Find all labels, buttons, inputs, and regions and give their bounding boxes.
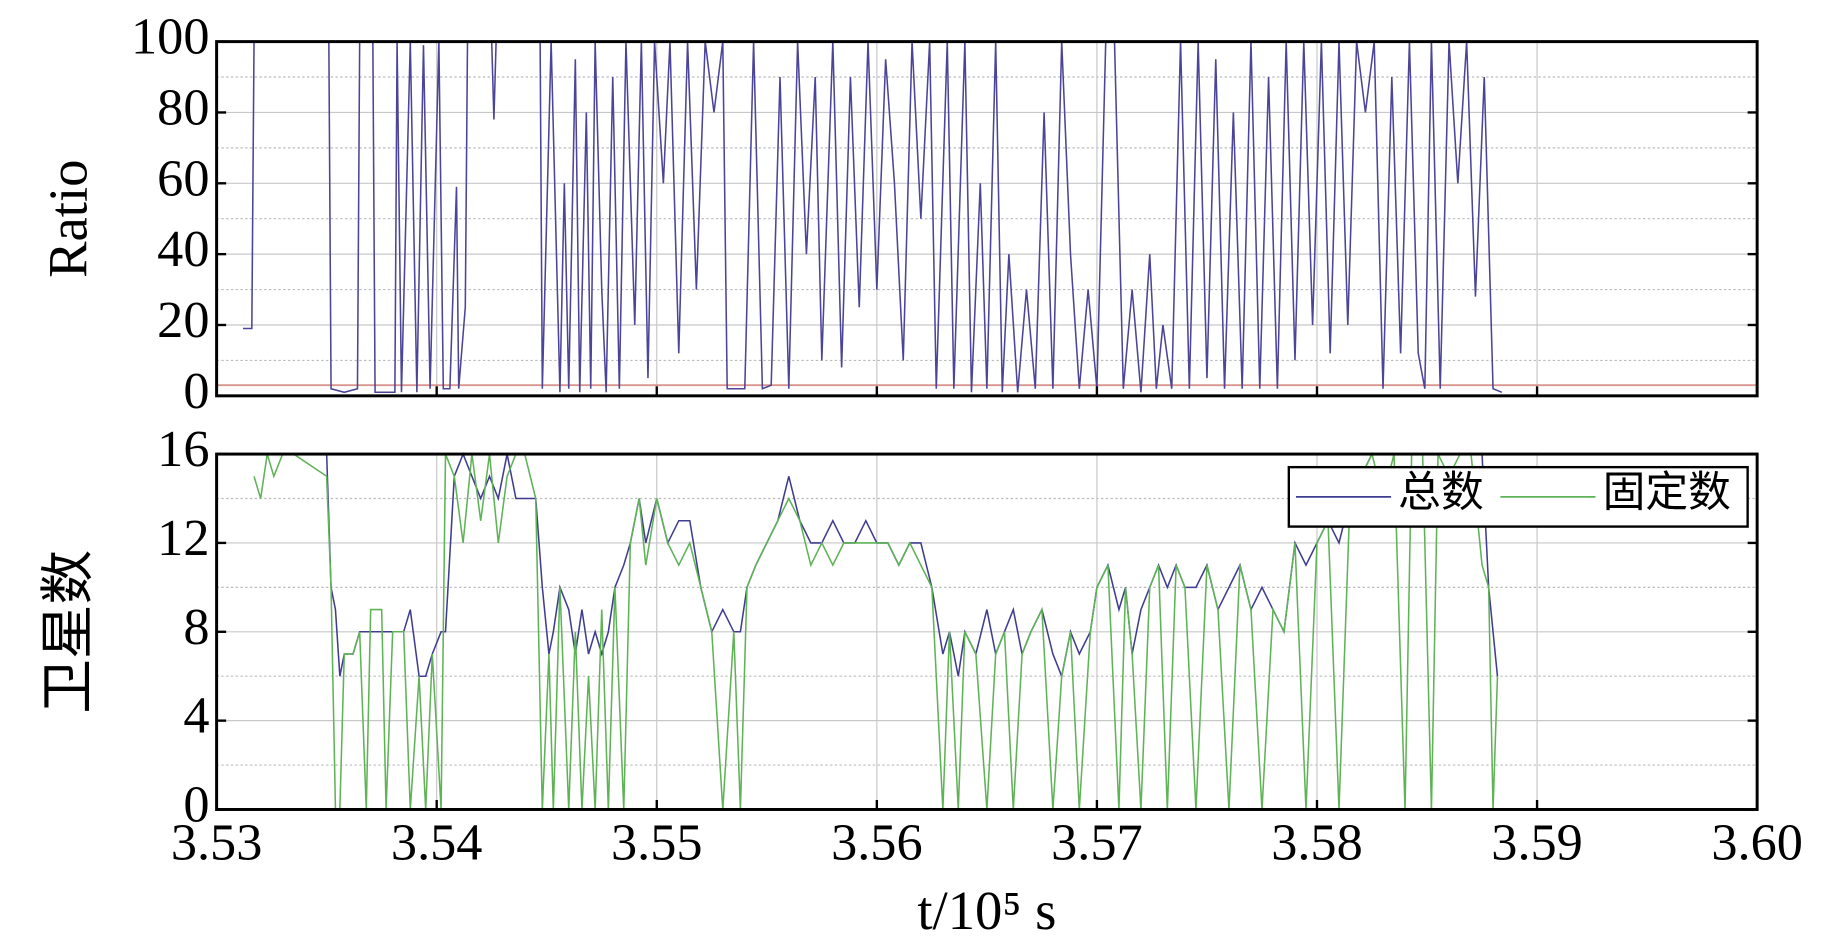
y-axis-label: Ratio [38, 160, 99, 278]
x-tick-label: 3.53 [171, 814, 263, 872]
y-tick-label: 80 [157, 78, 209, 136]
x-tick-label: 3.56 [831, 814, 923, 872]
y-tick-label: 12 [157, 509, 209, 567]
x-tick-label: 3.54 [391, 814, 483, 872]
legend-label: 固定数 [1603, 469, 1731, 517]
y-tick-label: 4 [183, 687, 209, 745]
y-tick-label: 60 [157, 149, 209, 207]
x-tick-label: 3.58 [1271, 814, 1363, 872]
y-tick-label: 16 [157, 420, 209, 478]
y-tick-label: 8 [183, 598, 209, 656]
data-line [253, 451, 1499, 811]
y-tick-label: 20 [157, 291, 209, 349]
legend-label: 总数 [1398, 470, 1484, 517]
x-tick-label: 3.57 [1051, 814, 1143, 872]
y-tick-label: 0 [183, 775, 209, 833]
data-line [243, 40, 1503, 394]
x-tick-label: 3.55 [611, 814, 703, 872]
y-tick-label: 100 [131, 8, 209, 66]
plot-frame [215, 40, 1759, 398]
x-tick-label: 3.59 [1491, 814, 1583, 872]
legend: 总数 固定数 [1287, 465, 1749, 528]
y-axis-label: 卫星数 [38, 550, 99, 714]
y-tick-label: 0 [183, 362, 209, 420]
x-axis-label: t/10⁵ s [917, 880, 1056, 941]
x-tick-label: 3.60 [1711, 814, 1803, 872]
y-tick-label: 40 [157, 220, 209, 278]
